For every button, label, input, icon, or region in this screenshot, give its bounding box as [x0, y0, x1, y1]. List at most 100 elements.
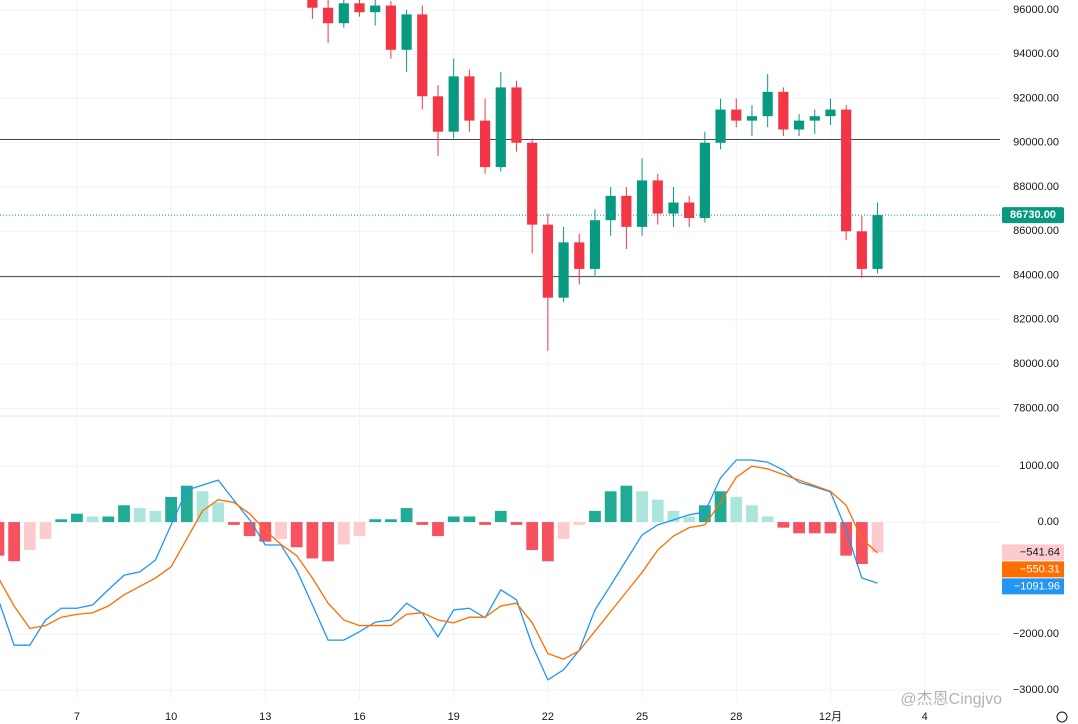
histogram-bar — [761, 516, 774, 523]
histogram-bar — [730, 496, 743, 523]
x-tick-label: 12月 — [819, 711, 842, 723]
histogram-bar — [353, 522, 366, 537]
x-tick-label: 19 — [448, 711, 460, 723]
histogram-bar — [447, 516, 460, 523]
watermark: @杰恩Cingjvo — [900, 690, 1002, 708]
candle-body — [856, 231, 867, 269]
last-value-box — [1002, 544, 1064, 561]
histogram-bar — [259, 522, 272, 542]
y-tick-label: −3000.00 — [1013, 684, 1059, 696]
candle-body — [793, 120, 805, 130]
candle-body — [370, 5, 381, 13]
last-value-box — [1002, 578, 1064, 595]
y-tick-label: 92000.00 — [1013, 92, 1059, 104]
candle-body — [574, 242, 585, 269]
y-tick-label: 88000.00 — [1013, 181, 1059, 193]
candle-body — [354, 3, 365, 13]
y-tick-label: 86000.00 — [1013, 225, 1059, 237]
histogram-bar — [871, 522, 884, 553]
candle-body — [636, 180, 648, 227]
histogram-bar — [400, 508, 413, 523]
histogram-bar — [698, 505, 711, 523]
histogram-bar — [0, 522, 5, 556]
x-tick-label: 16 — [353, 711, 365, 723]
histogram-bar — [746, 505, 758, 523]
candle-body — [652, 180, 663, 214]
histogram-bar — [840, 522, 853, 556]
histogram-bar — [8, 522, 21, 562]
candle-body — [841, 109, 852, 232]
histogram-bar — [228, 522, 240, 525]
candle-body — [731, 109, 742, 121]
candle-body — [495, 87, 506, 168]
histogram-bar — [212, 502, 225, 523]
candle-body — [715, 109, 726, 143]
x-tick-label: 10 — [165, 711, 177, 723]
candle-body — [307, 0, 318, 8]
last-value-label: −541.64 — [1020, 546, 1060, 558]
histogram-bar — [494, 510, 507, 523]
x-tick-label: 4 — [922, 711, 928, 723]
histogram-bar — [683, 516, 696, 523]
candle-body — [684, 202, 695, 219]
candle-body — [809, 116, 820, 121]
histogram-bar — [416, 522, 429, 525]
histogram-bar — [71, 513, 83, 523]
y-tick-label: 78000.00 — [1013, 402, 1059, 414]
candle-body — [322, 7, 334, 24]
candle-body — [558, 242, 569, 298]
candle-body — [464, 76, 475, 121]
histogram-bar — [573, 522, 586, 525]
settings-icon[interactable] — [1056, 711, 1068, 723]
y-tick-label: 90000.00 — [1013, 137, 1059, 149]
price-pane — [0, 0, 1000, 415]
histogram-bar — [369, 519, 382, 523]
x-tick-label: 22 — [542, 711, 554, 723]
histogram-bar — [275, 522, 287, 539]
histogram-bar — [526, 522, 539, 551]
candle-body — [338, 3, 349, 24]
histogram-bar — [541, 522, 554, 562]
y-tick-label: 1000.00 — [1019, 460, 1059, 472]
y-tick-label: 84000.00 — [1013, 269, 1059, 281]
histogram-bar — [557, 522, 570, 539]
candle-body — [668, 202, 679, 214]
macd-line — [0, 465, 878, 660]
histogram-bar — [824, 522, 837, 534]
last-value-label: −1091.96 — [1014, 580, 1060, 592]
macd-line — [0, 459, 878, 681]
candle-body — [699, 142, 710, 219]
histogram-bar — [793, 522, 805, 534]
histogram-bar — [808, 522, 821, 534]
histogram-bar — [86, 516, 99, 523]
x-tick-label: 13 — [259, 711, 271, 723]
histogram-bar — [118, 505, 130, 523]
y-tick-label: 80000.00 — [1013, 358, 1059, 370]
histogram-bar — [55, 519, 68, 523]
histogram-bar — [385, 519, 397, 523]
histogram-bar — [180, 485, 193, 523]
histogram-bar — [337, 522, 350, 545]
histogram-bar — [306, 522, 319, 559]
histogram-bar — [102, 516, 115, 523]
histogram-bar — [777, 522, 790, 528]
candle-body — [621, 195, 632, 227]
candle-body — [527, 142, 538, 225]
y-tick-label: 0.00 — [1038, 516, 1059, 528]
histogram-bar — [149, 510, 162, 523]
histogram-bar — [432, 522, 444, 537]
x-tick-label: 28 — [730, 711, 742, 723]
y-tick-label: −2000.00 — [1013, 628, 1059, 640]
candle-body — [432, 96, 444, 132]
last-value-label: −550.31 — [1020, 563, 1060, 575]
candle-body — [542, 224, 553, 298]
candle-body — [589, 220, 601, 269]
last-price-label: 86730.00 — [1010, 209, 1056, 221]
histogram-bar — [133, 508, 146, 523]
histogram-bar — [243, 522, 256, 537]
histogram-bar — [322, 522, 334, 562]
candle-body — [872, 215, 883, 269]
histogram-bar — [39, 522, 52, 539]
y-tick-label: 94000.00 — [1013, 48, 1059, 60]
candle-body — [401, 14, 412, 50]
